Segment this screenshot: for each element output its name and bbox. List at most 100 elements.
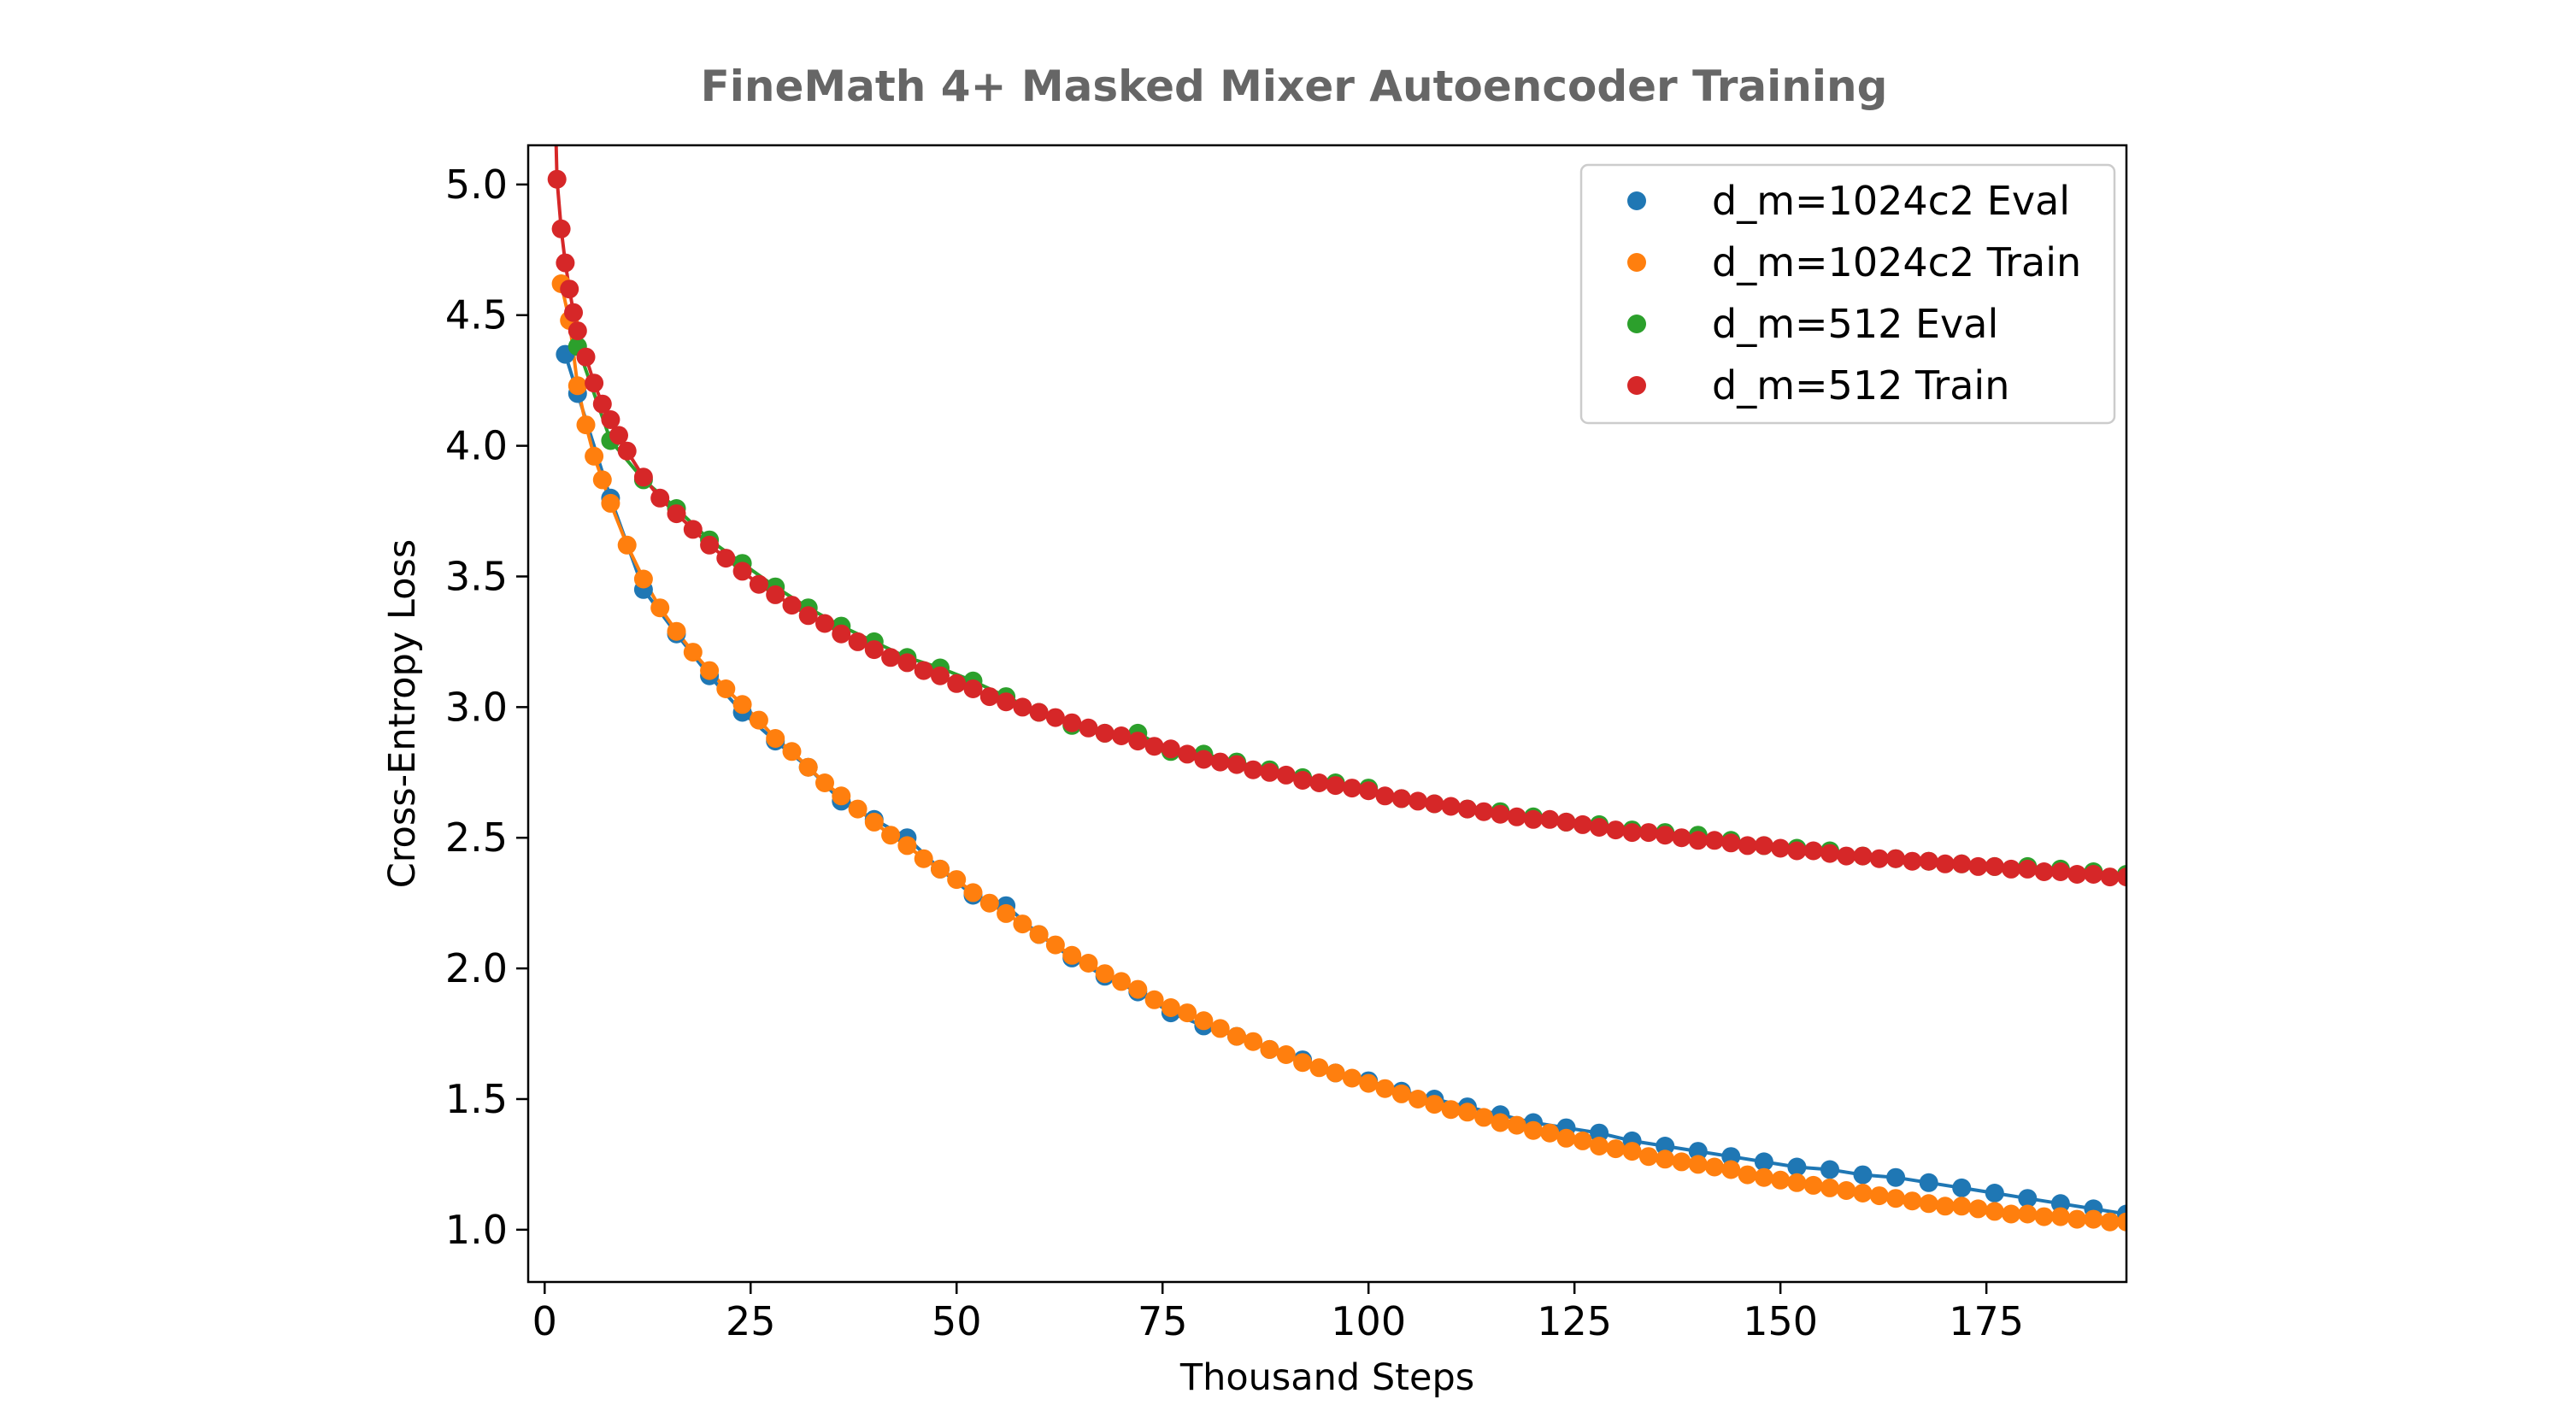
point-d-m-512-train	[2018, 859, 2038, 879]
x-tick-label: 175	[1949, 1298, 2024, 1344]
point-d-m-512-train	[1638, 823, 1658, 843]
legend-label-1024c2-train: d_m=1024c2 Train	[1712, 239, 2081, 285]
legend-box	[1579, 163, 2116, 425]
point-d-m-1024c2-train	[1754, 1167, 1773, 1187]
point-d-m-512-train	[732, 562, 752, 581]
plot-area	[547, 145, 2126, 1232]
point-d-m-512-train	[2002, 859, 2021, 879]
point-d-m-512-train	[1227, 755, 1246, 774]
point-d-m-1024c2-train	[1210, 1019, 1230, 1038]
point-d-m-1024c2-train	[1095, 964, 1115, 984]
x-tick-label: 125	[1537, 1298, 1612, 1344]
point-d-m-512-train	[1062, 713, 1082, 732]
point-d-m-512-train	[2117, 867, 2126, 887]
point-d-m-1024c2-train	[1952, 1197, 1972, 1216]
point-d-m-1024c2-train	[1276, 1045, 1296, 1064]
point-d-m-1024c2-train	[1227, 1026, 1246, 1046]
point-d-m-512-train	[1342, 779, 1362, 798]
point-d-m-512-train	[683, 520, 703, 539]
point-d-m-1024c2-train	[766, 729, 785, 748]
point-d-m-512-train	[592, 394, 612, 414]
point-d-m-1024c2-train	[1244, 1032, 1263, 1051]
point-d-m-512-train	[1968, 856, 1988, 876]
legend-marker-1024c2-train	[1627, 253, 1646, 272]
point-d-m-1024c2-train	[1886, 1189, 1906, 1208]
data-points	[547, 169, 2126, 1232]
point-d-m-512-train	[815, 614, 834, 633]
point-d-m-1024c2-eval	[1886, 1167, 1906, 1187]
x-tick-label: 75	[1138, 1298, 1188, 1344]
x-axis-label: Thousand Steps	[1179, 1356, 1474, 1399]
x-tick-label: 150	[1743, 1298, 1818, 1344]
point-d-m-512-train	[931, 666, 950, 685]
point-d-m-1024c2-train	[617, 535, 637, 555]
point-d-m-1024c2-train	[2034, 1207, 2054, 1226]
point-d-m-512-train	[1656, 826, 1675, 845]
point-d-m-1024c2-eval	[1787, 1157, 1807, 1177]
legend-marker-512-train	[1627, 376, 1646, 395]
point-d-m-1024c2-train	[963, 883, 983, 903]
point-d-m-1024c2-train	[1606, 1139, 1626, 1159]
plot-frame	[526, 144, 2128, 1284]
point-d-m-1024c2-train	[1705, 1157, 1724, 1177]
point-d-m-1024c2-eval	[1721, 1147, 1741, 1167]
point-d-m-1024c2-train	[1721, 1160, 1741, 1179]
point-d-m-512-train	[564, 303, 583, 322]
point-d-m-1024c2-train	[683, 643, 703, 662]
point-d-m-1024c2-train	[1985, 1202, 2004, 1221]
point-d-m-1024c2-train	[2018, 1204, 2038, 1224]
point-d-m-512-train	[1754, 836, 1773, 856]
y-tick-label: 1.5	[445, 1076, 508, 1122]
y-tick-label: 2.5	[445, 814, 508, 861]
point-d-m-512-train	[1606, 820, 1626, 840]
point-d-m-1024c2-train	[1293, 1053, 1313, 1073]
point-d-m-1024c2-train	[585, 446, 604, 466]
point-d-m-1024c2-train	[1391, 1084, 1411, 1103]
point-d-m-1024c2-train	[997, 903, 1016, 923]
point-d-m-1024c2-train	[1672, 1152, 1691, 1172]
point-d-m-1024c2-train	[1837, 1181, 1856, 1200]
point-d-m-512-train	[766, 585, 785, 604]
point-d-m-1024c2-train	[1787, 1173, 1807, 1192]
point-d-m-1024c2-train	[576, 415, 596, 435]
point-d-m-1024c2-train	[1409, 1090, 1427, 1108]
point-d-m-512-train	[1853, 846, 1873, 866]
point-d-m-1024c2-train	[832, 786, 851, 806]
point-d-m-512-train	[832, 624, 851, 644]
point-d-m-1024c2-train	[848, 799, 867, 819]
point-d-m-1024c2-train	[1638, 1147, 1658, 1167]
point-d-m-1024c2-eval	[1820, 1160, 1839, 1179]
point-d-m-1024c2-train	[1656, 1150, 1675, 1169]
point-d-m-1024c2-train	[1309, 1058, 1329, 1078]
point-d-m-512-train	[1029, 703, 1049, 722]
point-d-m-512-train	[1293, 771, 1313, 790]
point-d-m-512-train	[1556, 812, 1576, 832]
point-d-m-1024c2-train	[1128, 979, 1148, 999]
point-d-m-512-train	[914, 661, 933, 680]
point-d-m-1024c2-train	[1540, 1123, 1560, 1143]
point-d-m-512-train	[1985, 856, 2004, 876]
point-d-m-512-train	[1705, 831, 1724, 850]
point-d-m-1024c2-train	[1738, 1165, 1757, 1185]
point-d-m-512-train	[1672, 828, 1691, 848]
point-d-m-1024c2-train	[1013, 914, 1032, 934]
point-d-m-1024c2-train	[1194, 1011, 1214, 1031]
point-d-m-512-train	[700, 535, 720, 555]
point-d-m-512-train	[547, 169, 567, 189]
point-d-m-1024c2-train	[1820, 1178, 1839, 1197]
point-d-m-512-train	[1869, 849, 1889, 868]
point-d-m-1024c2-train	[1573, 1131, 1592, 1150]
point-d-m-1024c2-train	[1491, 1113, 1510, 1132]
point-d-m-1024c2-train	[2067, 1209, 2087, 1229]
x-tick-label: 100	[1331, 1298, 1406, 1344]
point-d-m-1024c2-train	[1342, 1068, 1362, 1088]
point-d-m-512-train	[2100, 867, 2120, 887]
point-d-m-1024c2-train	[1178, 1003, 1197, 1023]
x-tick-label: 25	[726, 1298, 776, 1344]
point-d-m-1024c2-train	[732, 695, 752, 714]
point-d-m-512-train	[1013, 697, 1032, 717]
point-d-m-1024c2-train	[1919, 1194, 1938, 1214]
point-d-m-1024c2-train	[1771, 1170, 1791, 1190]
